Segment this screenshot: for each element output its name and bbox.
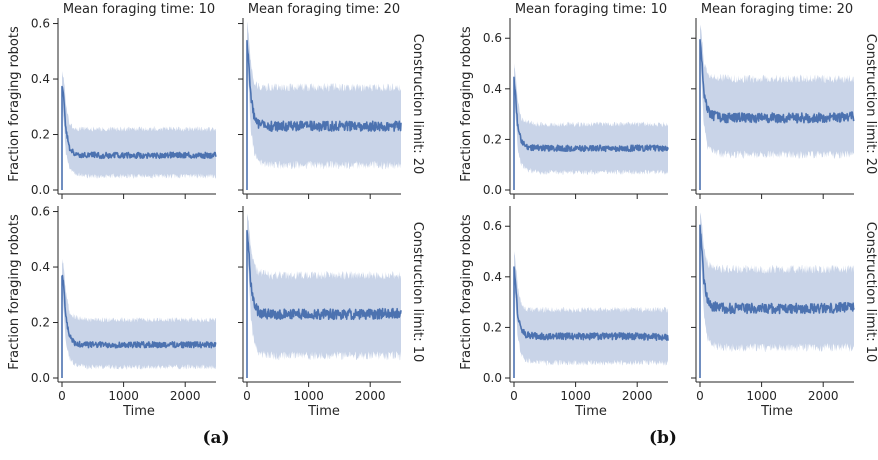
y-tick-label: 0.6 [483,31,502,45]
mean-line [699,224,855,378]
x-axis-label: Time [307,404,340,419]
x-axis-label: Time [122,404,155,419]
confidence-band [62,71,216,179]
subplot-a-1-0: 0.0 0.2 0.4 0.6 0 1000 2000 Time Fraction foragi… [7,205,217,419]
subplot-b-1-0: 0.0 0.2 0.4 0.6 0 1000 2000 Time Fraction foragi… [459,206,669,419]
y-tick-label: 0.6 [483,219,502,233]
x-tick-label: 0 [696,389,704,403]
y-axis-label: Fraction foraging robots [7,214,22,370]
y-tick-label: 0.4 [483,82,502,96]
mean-line [246,39,402,190]
row-title: Construction limit: 20 [410,34,425,175]
y-tick-label: 0.6 [31,17,50,31]
caption-b: (b) [649,428,677,448]
x-tick-label: 0 [510,389,518,403]
y-tick-label: 0.2 [483,320,502,334]
confidence-band [700,212,854,353]
confidence-band [62,258,216,370]
plots-layer: 0.0 0.2 0.4 0.6 Fraction foraging robots Mean… [7,2,878,419]
mean-line [513,76,669,190]
subplot-b-1-1: 0 1000 2000 Time Construction limit: 10 [691,206,878,419]
x-tick-label: 1000 [560,389,591,403]
x-tick-label: 0 [243,389,251,403]
mean-line [61,274,217,378]
x-axis-label: Time [574,404,607,419]
x-tick-label: 0 [58,389,66,403]
confidence-band [700,24,854,159]
y-axis-label: Fraction foraging robots [459,214,474,370]
y-tick-label: 0.0 [31,183,50,197]
subplot-b-0-1: Mean foraging time: 20 Construction limit… [691,2,878,199]
y-tick-label: 0.6 [31,205,50,219]
y-axis-label: Fraction foraging robots [7,26,22,182]
confidence-band [514,251,668,366]
confidence-band [247,21,401,170]
y-tick-label: 0.4 [31,260,50,274]
column-title: Mean foraging time: 20 [701,2,853,17]
subplot-a-1-1: 0 1000 2000 Time Construction limit: 10 [238,206,425,419]
row-title: Construction limit: 10 [863,222,878,363]
row-title: Construction limit: 10 [410,222,425,363]
x-tick-label: 1000 [746,389,777,403]
mean-line [61,85,217,190]
mean-line [513,266,669,378]
y-tick-label: 0.2 [31,316,50,330]
y-tick-label: 0.0 [483,183,502,197]
y-tick-label: 0.2 [483,132,502,146]
subplot-a-0-1: Mean foraging time: 20 Construction limit… [238,2,425,199]
subplot-a-0-0: 0.0 0.2 0.4 0.6 Fraction foraging robots Mean… [7,2,217,199]
x-tick-label: 2000 [622,389,653,403]
confidence-band [247,213,401,361]
x-axis-label: Time [760,404,793,419]
y-tick-label: 0.0 [31,371,50,385]
y-axis-label: Fraction foraging robots [459,26,474,182]
column-title: Mean foraging time: 10 [515,2,667,17]
y-tick-label: 0.4 [483,270,502,284]
confidence-band [514,63,668,175]
y-tick-label: 0.4 [31,72,50,86]
mean-line [699,38,855,190]
row-title: Construction limit: 20 [863,34,878,175]
y-tick-label: 0.2 [31,128,50,142]
x-tick-label: 1000 [293,389,324,403]
x-tick-label: 1000 [108,389,139,403]
y-tick-label: 0.0 [483,371,502,385]
x-tick-label: 2000 [170,389,201,403]
caption-a: (a) [202,428,229,448]
x-tick-label: 2000 [808,389,839,403]
mean-line [246,229,402,378]
column-title: Mean foraging time: 20 [248,2,400,17]
x-tick-label: 2000 [355,389,386,403]
subplot-b-0-0: 0.0 0.2 0.4 0.6 Fraction foraging robots Mean… [459,2,669,199]
column-title: Mean foraging time: 10 [63,2,215,17]
